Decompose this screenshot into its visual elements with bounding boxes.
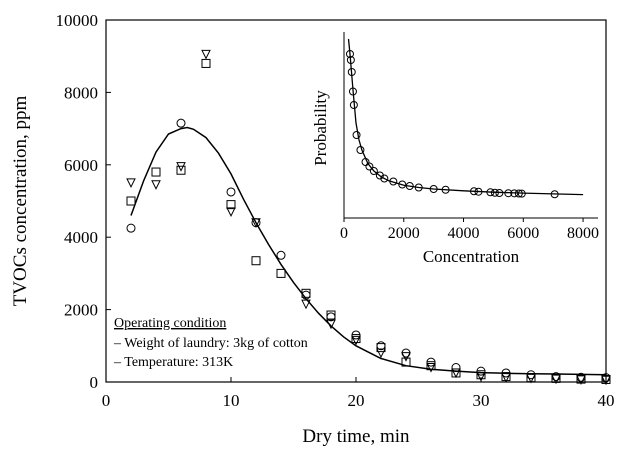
data-point-triangle xyxy=(376,348,386,359)
y-tick-label: 2000 xyxy=(64,301,98,320)
data-point-square xyxy=(176,165,186,175)
inset-data-point xyxy=(356,146,365,154)
data-point-square xyxy=(376,343,386,353)
inset-data-point xyxy=(365,162,374,171)
data-point-square xyxy=(126,196,136,206)
data-point-triangle xyxy=(451,368,461,379)
data-point-triangle xyxy=(351,335,361,346)
inset-data-point xyxy=(346,56,355,64)
data-point-circle xyxy=(176,118,186,128)
inset-data-point xyxy=(348,87,357,96)
data-point-triangle xyxy=(401,352,411,362)
data-point-triangle xyxy=(476,372,486,382)
data-point-square xyxy=(251,256,261,266)
data-point-triangle xyxy=(576,375,586,385)
data-point-triangle xyxy=(151,180,161,190)
inset-data-point xyxy=(469,187,478,196)
data-point-square xyxy=(276,268,286,278)
inset-chart: 0 2000 4000 6000 8000 Concentration Probabil… xyxy=(311,32,599,266)
inset-data-point xyxy=(486,188,495,197)
inset-fit-curve xyxy=(347,38,584,196)
inset-data-point xyxy=(474,187,483,196)
inset-x-tick-label: 8000 xyxy=(567,225,599,242)
data-point-triangle xyxy=(201,49,211,60)
data-point-triangle xyxy=(326,319,336,330)
data-point-square xyxy=(426,361,436,371)
data-point-circle xyxy=(451,363,461,373)
operating-condition-annotation: Operating condition – Weight of laundry:… xyxy=(113,316,308,370)
inset-data-point xyxy=(389,177,398,186)
x-axis-title: Dry time, min xyxy=(302,426,410,447)
x-tick-label: 20 xyxy=(348,391,365,410)
inset-data-point xyxy=(495,189,504,198)
data-point-circle xyxy=(226,187,236,197)
inset-x-tick-label: 0 xyxy=(340,225,348,242)
data-point-triangle xyxy=(176,162,186,172)
inset-data-point xyxy=(405,182,414,190)
x-tick-label: 30 xyxy=(473,391,490,410)
data-point-square xyxy=(351,334,361,344)
inset-data-point xyxy=(414,183,423,192)
inset-data-point xyxy=(398,180,407,189)
inset-data-point xyxy=(517,189,526,198)
annotation-heading: Operating condition xyxy=(114,316,226,331)
x-tick-label: 0 xyxy=(102,391,111,410)
data-point-triangle xyxy=(126,178,136,189)
inset-data-point xyxy=(369,167,378,175)
inset-data-point xyxy=(490,188,499,197)
inset-data-point xyxy=(349,101,358,109)
inset-data-point xyxy=(352,131,361,139)
inset-x-tick-label: 2000 xyxy=(388,225,420,242)
inset-data-point xyxy=(514,189,523,198)
y-tick-label: 10000 xyxy=(56,11,99,30)
annotation-line-weight: – Weight of laundry: 3kg of cotton xyxy=(113,336,308,351)
y-axis-title: TVOCs concentration, ppm xyxy=(10,96,31,307)
data-point-circle xyxy=(276,250,286,260)
data-point-triangle xyxy=(601,375,611,386)
inset-y-axis-title: Probability xyxy=(311,90,330,166)
inset-data-point xyxy=(345,50,354,58)
data-point-triangle xyxy=(226,207,236,217)
data-point-square xyxy=(401,357,411,367)
annotation-line-temperature: – Temperature: 313K xyxy=(113,355,233,370)
data-point-triangle xyxy=(301,299,311,310)
inset-data-point xyxy=(441,185,450,194)
data-point-triangle xyxy=(501,373,511,383)
inset-x-tick-label: 6000 xyxy=(507,225,539,242)
y-tick-label: 4000 xyxy=(64,228,98,247)
x-tick-label: 40 xyxy=(598,391,615,410)
y-tick-label: 0 xyxy=(90,373,99,392)
inset-data-point xyxy=(380,174,389,183)
data-point-square xyxy=(301,288,311,298)
data-point-square xyxy=(326,310,336,320)
data-point-square xyxy=(226,200,236,210)
x-tick-label: 10 xyxy=(223,391,240,410)
inset-data-point xyxy=(429,185,438,193)
inset-data-point xyxy=(550,190,559,199)
y-tick-label: 6000 xyxy=(64,156,98,175)
inset-data-point xyxy=(347,68,356,76)
data-point-triangle xyxy=(526,373,536,384)
data-point-square xyxy=(151,167,161,177)
data-point-triangle xyxy=(251,218,261,228)
inset-x-axis-title: Concentration xyxy=(423,247,520,266)
y-tick-label: 8000 xyxy=(64,83,98,102)
inset-x-tick-label: 4000 xyxy=(448,225,480,242)
inset-data-point xyxy=(361,158,370,166)
data-point-square xyxy=(201,58,211,68)
data-point-triangle xyxy=(551,374,561,385)
data-point-circle xyxy=(126,223,136,233)
data-point-triangle xyxy=(426,363,436,373)
data-point-square xyxy=(476,370,486,380)
inset-data-point xyxy=(504,189,513,198)
